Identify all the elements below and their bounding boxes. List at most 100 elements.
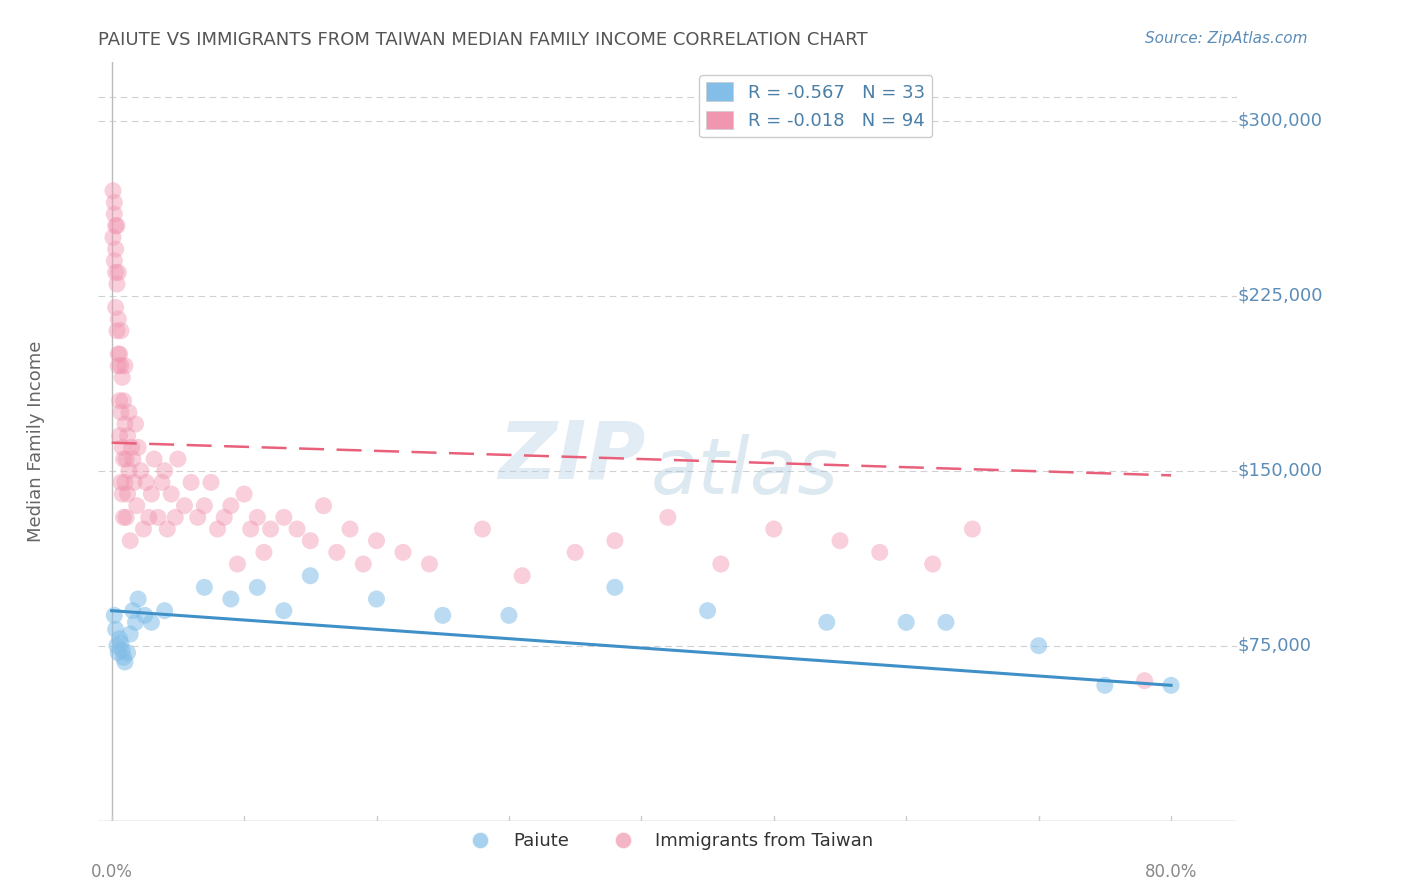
- Point: [1133, 673, 1156, 688]
- Point: [101, 184, 124, 198]
- Point: [114, 475, 136, 490]
- Point: [120, 533, 142, 548]
- Point: [124, 615, 146, 630]
- Legend: Paiute, Immigrants from Taiwan: Paiute, Immigrants from Taiwan: [456, 825, 880, 857]
- Point: [112, 452, 135, 467]
- Point: [121, 452, 143, 467]
- Point: [105, 219, 128, 233]
- Point: [118, 405, 141, 419]
- Point: [104, 265, 127, 279]
- Point: [153, 604, 176, 618]
- Point: [156, 522, 179, 536]
- Point: [103, 253, 125, 268]
- Text: $300,000: $300,000: [1237, 112, 1322, 129]
- Point: [921, 557, 943, 571]
- Text: Median Family Income: Median Family Income: [27, 341, 45, 542]
- Point: [117, 428, 139, 442]
- Point: [107, 646, 129, 660]
- Point: [114, 359, 136, 373]
- Point: [246, 510, 269, 524]
- Point: [104, 242, 127, 256]
- Point: [122, 475, 145, 490]
- Point: [117, 487, 139, 501]
- Point: [107, 347, 129, 361]
- Point: [124, 417, 146, 431]
- Point: [107, 359, 129, 373]
- Point: [226, 557, 249, 571]
- Text: $75,000: $75,000: [1237, 637, 1312, 655]
- Point: [285, 522, 308, 536]
- Point: [510, 568, 533, 582]
- Point: [815, 615, 838, 630]
- Point: [219, 592, 242, 607]
- Point: [239, 522, 262, 536]
- Point: [103, 195, 125, 210]
- Point: [112, 393, 135, 408]
- Point: [366, 592, 388, 607]
- Point: [112, 650, 135, 665]
- Point: [253, 545, 276, 559]
- Text: PAIUTE VS IMMIGRANTS FROM TAIWAN MEDIAN FAMILY INCOME CORRELATION CHART: PAIUTE VS IMMIGRANTS FROM TAIWAN MEDIAN …: [98, 31, 868, 49]
- Point: [603, 580, 626, 594]
- Point: [233, 487, 256, 501]
- Point: [108, 347, 131, 361]
- Point: [110, 636, 132, 650]
- Point: [498, 608, 520, 623]
- Point: [110, 324, 132, 338]
- Point: [127, 441, 149, 455]
- Text: ZIP: ZIP: [498, 417, 645, 496]
- Point: [104, 623, 127, 637]
- Point: [710, 557, 733, 571]
- Point: [160, 487, 183, 501]
- Point: [111, 643, 134, 657]
- Point: [273, 510, 295, 524]
- Point: [173, 499, 195, 513]
- Point: [121, 441, 143, 455]
- Point: [110, 359, 132, 373]
- Point: [127, 592, 149, 607]
- Point: [107, 265, 129, 279]
- Point: [110, 475, 132, 490]
- Point: [117, 646, 139, 660]
- Point: [153, 464, 176, 478]
- Point: [167, 452, 190, 467]
- Point: [129, 464, 152, 478]
- Point: [111, 441, 134, 455]
- Point: [762, 522, 785, 536]
- Point: [432, 608, 454, 623]
- Text: 0.0%: 0.0%: [91, 863, 132, 880]
- Point: [828, 533, 851, 548]
- Point: [138, 510, 160, 524]
- Point: [108, 428, 131, 442]
- Point: [105, 324, 128, 338]
- Point: [103, 608, 125, 623]
- Point: [121, 604, 143, 618]
- Point: [962, 522, 984, 536]
- Point: [366, 533, 388, 548]
- Point: [141, 487, 163, 501]
- Point: [657, 510, 679, 524]
- Point: [114, 417, 136, 431]
- Point: [107, 312, 129, 326]
- Point: [326, 545, 349, 559]
- Point: [115, 510, 138, 524]
- Point: [299, 533, 322, 548]
- Point: [104, 219, 127, 233]
- Point: [112, 510, 135, 524]
- Point: [187, 510, 209, 524]
- Point: [115, 452, 138, 467]
- Point: [1160, 678, 1182, 692]
- Point: [165, 510, 187, 524]
- Point: [103, 207, 125, 221]
- Text: $225,000: $225,000: [1237, 286, 1323, 305]
- Point: [696, 604, 718, 618]
- Point: [471, 522, 494, 536]
- Point: [896, 615, 918, 630]
- Point: [246, 580, 269, 594]
- Point: [219, 499, 242, 513]
- Point: [200, 475, 222, 490]
- Point: [1028, 639, 1050, 653]
- Point: [101, 230, 124, 244]
- Point: [150, 475, 173, 490]
- Point: [207, 522, 229, 536]
